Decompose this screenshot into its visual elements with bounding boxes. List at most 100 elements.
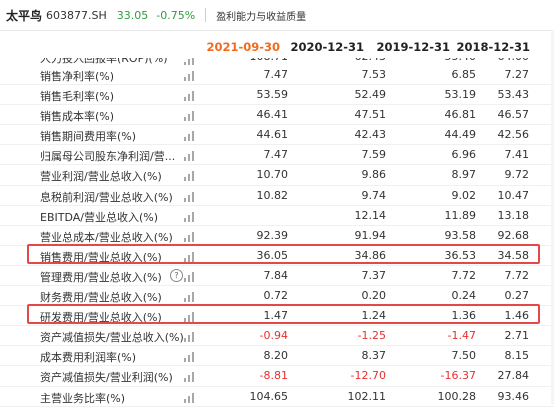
- table-row[interactable]: 成本费用利润率(%) 8.20 8.37 7.50 8.15: [0, 346, 554, 367]
- value-cell-2019-12-31: 1.36: [451, 309, 477, 323]
- period-header-2020-12-31[interactable]: 2020-12-31: [290, 40, 364, 54]
- table-row[interactable]: 归属母公司股东净利润/营... 7.47 7.59 6.96 7.41: [0, 145, 554, 166]
- value-cell-2019-12-31: 6.85: [451, 68, 477, 81]
- financial-metrics-table: 人力投入回报率(ROP)(%) 108.71 62.43 55.4064.00 销售净利…: [0, 58, 554, 407]
- value-cell-2019-12-31: 46.81: [444, 108, 477, 122]
- stock-name[interactable]: 太平鸟: [6, 8, 43, 23]
- table-row[interactable]: 销售成本率(%) 46.41 47.51 46.81 46.57: [0, 105, 554, 126]
- table-row[interactable]: 销售毛利率(%) 53.59 52.49 53.19 53.43: [0, 85, 554, 106]
- stock-change: -0.75%: [156, 8, 196, 22]
- metric-label: 营业总成本/营业总收入(%): [40, 230, 173, 244]
- value-cell-2021-09-30: 44.61: [256, 128, 289, 142]
- table-row[interactable]: 销售费用/营业总收入(%) 36.05 34.86 36.53 34.58: [0, 246, 554, 266]
- bar-chart-icon[interactable]: [184, 271, 196, 282]
- value-cell-2019-12-31: 93.58: [444, 228, 477, 242]
- table-row[interactable]: 研发费用/营业总收入(%) 1.47 1.24 1.36 1.46: [0, 306, 554, 327]
- table-row[interactable]: 资产减值损失/营业利润(%) -8.81 -12.70 -16.37 27.84: [0, 366, 554, 387]
- metric-label: 人力投入回报率(ROP)(%): [40, 58, 168, 65]
- value-cell-2020-12-31: 12.14: [354, 208, 387, 222]
- value-cell-2018-12-31: 27.84: [497, 369, 530, 383]
- value-cell-2021-09-30: 7.84: [263, 268, 289, 282]
- table-row[interactable]: 销售期间费用率(%) 44.61 42.43 44.49 42.56: [0, 125, 554, 146]
- table-row[interactable]: 营业总成本/营业总收入(%) 92.39 91.94 93.58 92.68: [0, 226, 554, 246]
- value-cell-2021-09-30: 46.41: [256, 108, 289, 122]
- stock-header-bar: 太平鸟 603877.SH 33.05 -0.75% 盈利能力与收益质量: [0, 0, 554, 31]
- metric-label: 息税前利润/营业总收入(%): [40, 190, 173, 204]
- value-cell-2019-12-31: 11.89: [444, 208, 477, 222]
- bar-chart-icon[interactable]: [184, 351, 196, 363]
- value-cell-2021-09-30: 10.82: [256, 188, 289, 202]
- metric-label: 销售费用/营业总收入(%): [40, 250, 162, 264]
- value-cell-2018-12-31: 46.57: [497, 108, 530, 122]
- value-cell-2018-12-31: 92.68: [497, 228, 530, 242]
- value-cell-2018-12-31: 7.27: [504, 68, 530, 81]
- value-cell-2020-12-31: 7.53: [361, 68, 387, 81]
- table-row[interactable]: EBITDA/营业总收入(%) 12.14 11.89 13.18: [0, 206, 554, 226]
- section-title: 盈利能力与收益质量: [216, 11, 307, 23]
- value-cell-2020-12-31: 34.86: [354, 248, 387, 262]
- table-row[interactable]: 人力投入回报率(ROP)(%) 108.71 62.43 55.4064.00: [0, 58, 554, 65]
- value-cell-2018-12-31: 2.71: [504, 329, 530, 343]
- value-cell-2021-09-30: 36.05: [256, 248, 289, 262]
- period-header-2019-12-31[interactable]: 2019-12-31: [376, 40, 450, 54]
- bar-chart-icon[interactable]: [184, 371, 196, 383]
- value-cell-2020-12-31: 9.74: [361, 188, 387, 202]
- bar-chart-icon[interactable]: [184, 231, 196, 242]
- period-header-row: 2021-09-30 2020-12-31 2019-12-31 2018-12…: [0, 40, 554, 56]
- value-cell-2020-12-31: 0.20: [361, 289, 387, 303]
- table-row[interactable]: 息税前利润/营业总收入(%) 10.82 9.74 9.02 10.47: [0, 186, 554, 206]
- period-header-2018-12-31[interactable]: 2018-12-31: [456, 40, 530, 54]
- table-row[interactable]: 管理费用/营业总收入(%)? 7.84 7.37 7.72 7.72: [0, 266, 554, 287]
- bar-chart-icon[interactable]: [184, 311, 196, 323]
- value-cell-2019-12-31: 0.24: [451, 289, 477, 303]
- metric-label: 销售期间费用率(%): [40, 130, 137, 144]
- value-cell-2021-09-30: 7.47: [263, 148, 289, 162]
- value-cell-2019-12-31: 100.28: [437, 389, 477, 403]
- bar-chart-icon[interactable]: [184, 291, 196, 303]
- metric-label: 成本费用利润率(%): [40, 351, 137, 365]
- value-cell-2020-12-31: 102.11: [347, 389, 387, 403]
- value-cell-2020-12-31: 8.37: [361, 349, 387, 363]
- bar-chart-icon[interactable]: [184, 251, 196, 262]
- metric-label: 资产减值损失/营业总收入(%): [40, 331, 184, 345]
- value-cell-2019-12-31: 53.19: [444, 88, 477, 102]
- value-cell-2019-12-31: 6.96: [451, 148, 477, 162]
- value-cell-2018-12-31: 42.56: [497, 128, 530, 142]
- metric-label: 管理费用/营业总收入(%): [40, 270, 162, 284]
- bar-chart-icon[interactable]: [184, 130, 196, 142]
- metric-label: 营业利润/营业总收入(%): [40, 170, 162, 184]
- value-cell-2021-09-30: 108.71: [218, 58, 289, 63]
- period-header-2021-09-30[interactable]: 2021-09-30: [206, 40, 280, 54]
- bar-chart-icon[interactable]: [184, 331, 196, 343]
- value-cell-2020-12-31: 47.51: [354, 108, 387, 122]
- bar-chart-icon[interactable]: [184, 392, 196, 403]
- table-row[interactable]: 销售净利率(%) 7.47 7.53 6.85 7.27: [0, 65, 554, 86]
- bar-chart-icon[interactable]: [184, 170, 196, 182]
- stock-price: 33.05: [116, 8, 149, 22]
- scrollbar[interactable]: [551, 30, 554, 404]
- value-cell-2021-09-30: 0.72: [263, 289, 289, 303]
- bar-chart-icon[interactable]: [184, 211, 196, 222]
- value-cell-2019-12-31: 7.50: [451, 349, 477, 363]
- value-cell-2018-12-31: 8.15: [504, 349, 530, 363]
- value-cell-2021-09-30: -8.81: [259, 369, 288, 383]
- bar-chart-icon[interactable]: [184, 150, 196, 162]
- value-cell-2021-09-30: 10.70: [256, 168, 289, 182]
- value-cell-2020-12-31: 7.37: [361, 268, 387, 282]
- bar-chart-icon[interactable]: [184, 58, 196, 65]
- value-cell-2018-12-31: 7.72: [504, 268, 530, 282]
- bar-chart-icon[interactable]: [184, 191, 196, 202]
- value-cell-2019-12-31: -16.37: [440, 369, 476, 383]
- value-cell-2018-12-31: 13.18: [497, 208, 530, 222]
- bar-chart-icon[interactable]: [184, 90, 196, 102]
- table-row[interactable]: 营业利润/营业总收入(%) 10.70 9.86 8.97 9.72: [0, 165, 554, 186]
- value-cell-2019-12-31: -1.47: [447, 329, 476, 343]
- value-cell-2019-12-31: 36.53: [444, 248, 477, 262]
- table-row[interactable]: 资产减值损失/营业总收入(%) -0.94 -1.25 -1.47 2.71: [0, 326, 554, 347]
- help-icon[interactable]: ?: [170, 268, 183, 282]
- table-row[interactable]: 财务费用/营业总收入(%) 0.72 0.20 0.24 0.27: [0, 286, 554, 307]
- bar-chart-icon[interactable]: [184, 70, 196, 81]
- bar-chart-icon[interactable]: [184, 110, 196, 122]
- value-cell-2020-12-31: 7.59: [361, 148, 387, 162]
- value-cell-2021-09-30: 104.65: [249, 389, 289, 403]
